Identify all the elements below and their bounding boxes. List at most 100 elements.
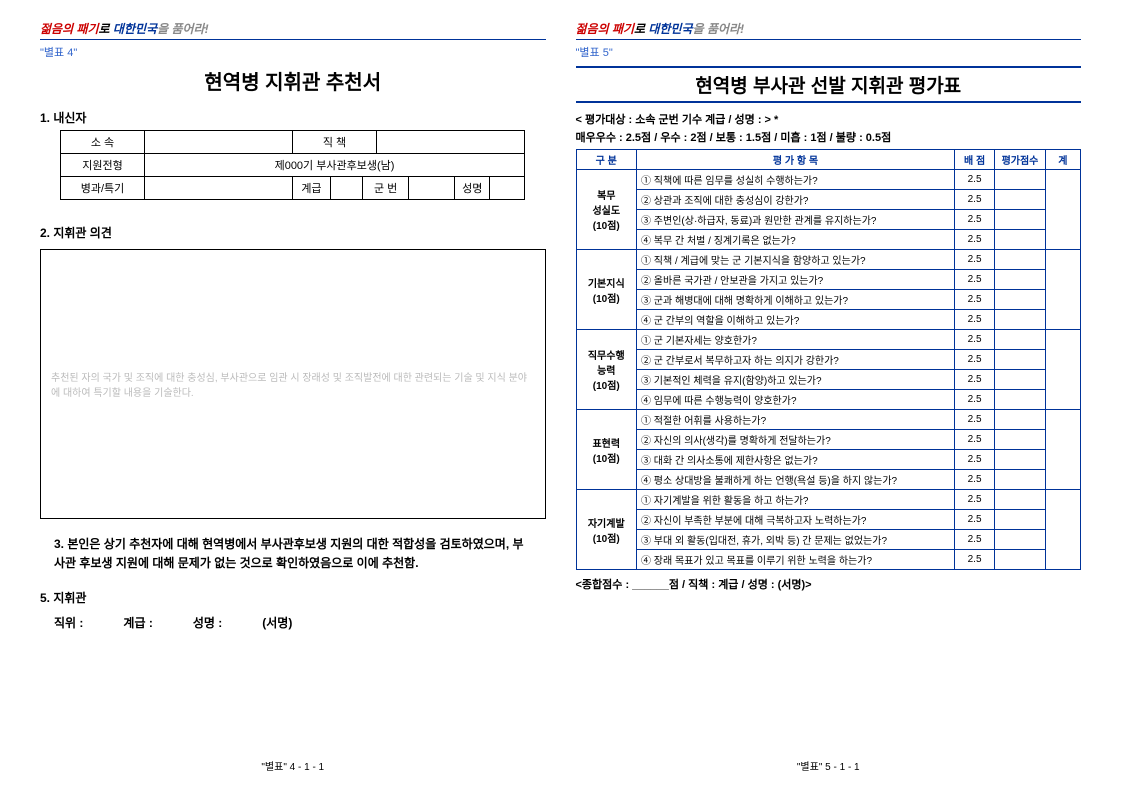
eval-max: 2.5: [954, 370, 994, 390]
cell-name-value[interactable]: [490, 177, 525, 199]
eval-score-input[interactable]: [995, 290, 1045, 310]
eval-max: 2.5: [954, 210, 994, 230]
cell-affil-label: 소 속: [61, 131, 145, 154]
eval-max: 2.5: [954, 550, 994, 570]
eval-item: ④ 복무 간 처벌 / 징계기록은 없는가?: [637, 230, 955, 250]
eval-item: ① 자기계발을 위한 활동을 하고 하는가?: [637, 490, 955, 510]
eval-score-input[interactable]: [995, 270, 1045, 290]
eval-item: ③ 대화 간 의사소통에 제한사항은 없는가?: [637, 450, 955, 470]
col-max: 배 점: [954, 150, 994, 170]
eval-item: ② 군 간부로서 복무하고자 하는 의지가 강한가?: [637, 350, 955, 370]
eval-max: 2.5: [954, 290, 994, 310]
eval-score-input[interactable]: [995, 230, 1045, 250]
eval-subtotal[interactable]: [1045, 410, 1080, 490]
eval-subtotal[interactable]: [1045, 490, 1080, 570]
eval-score-input[interactable]: [995, 210, 1045, 230]
slogan-gray: 을 품어라!: [157, 22, 209, 36]
page-title: 현역병 지휘관 추천서: [40, 66, 546, 95]
eval-item: ③ 군과 해병대에 대해 명확하게 이해하고 있는가?: [637, 290, 955, 310]
eval-score-input[interactable]: [995, 350, 1045, 370]
sig-rank: 계급 :: [123, 614, 152, 631]
eval-max: 2.5: [954, 490, 994, 510]
eval-max: 2.5: [954, 530, 994, 550]
eval-score-input[interactable]: [995, 450, 1045, 470]
cell-position-label: 직 책: [293, 131, 377, 154]
eval-max: 2.5: [954, 510, 994, 530]
cell-apptype-value: 제000기 부사관후보생(남): [144, 154, 525, 177]
slogan-blue: 대한민국: [113, 22, 157, 36]
applicant-table: 소 속 직 책 지원전형 제000기 부사관후보생(남) 병과/특기 계급 군 …: [60, 130, 525, 200]
eval-score-input[interactable]: [995, 490, 1045, 510]
col-sum: 계: [1045, 150, 1080, 170]
cell-position-value[interactable]: [376, 131, 525, 154]
cell-sn-value[interactable]: [409, 177, 455, 199]
eval-max: 2.5: [954, 170, 994, 190]
eval-max: 2.5: [954, 430, 994, 450]
category-cell: 직무수행능력(10점): [576, 330, 637, 410]
eval-item: ③ 부대 외 활동(입대전, 휴가, 외박 등) 간 문제는 없었는가?: [637, 530, 955, 550]
category-cell: 복무성실도(10점): [576, 170, 637, 250]
eval-score-input[interactable]: [995, 370, 1045, 390]
signature-row: 직위 : 계급 : 성명 : (서명): [54, 614, 532, 631]
eval-item: ③ 기본적인 체력을 유지(함양)하고 있는가?: [637, 370, 955, 390]
slogan-red: 젊음의 패기: [40, 22, 99, 36]
eval-score-input[interactable]: [995, 190, 1045, 210]
opinion-textarea[interactable]: 추천된 자의 국가 및 조직에 대한 충성심, 부사관으로 임관 시 장래성 및…: [40, 249, 546, 519]
annex-label: "별표 5": [576, 44, 1082, 60]
col-score: 평가점수: [995, 150, 1045, 170]
eval-item: ② 자신의 의사(생각)를 명확하게 전달하는가?: [637, 430, 955, 450]
eval-score-input[interactable]: [995, 410, 1045, 430]
eval-score-input[interactable]: [995, 530, 1045, 550]
slogan-gray: 을 품어라!: [693, 22, 745, 36]
eval-item: ② 상관과 조직에 대한 충성심이 강한가?: [637, 190, 955, 210]
cell-rank-value[interactable]: [330, 177, 362, 199]
eval-item: ④ 장래 목표가 있고 목표를 이루기 위한 노력을 하는가?: [637, 550, 955, 570]
eval-item: ④ 군 간부의 역할을 이해하고 있는가?: [637, 310, 955, 330]
eval-score-input[interactable]: [995, 310, 1045, 330]
eval-item: ① 직책 / 계급에 맞는 군 기본지식을 함양하고 있는가?: [637, 250, 955, 270]
eval-subtotal[interactable]: [1045, 330, 1080, 410]
eval-item: ③ 주변인(상·하급자, 동료)과 원만한 관계를 유지하는가?: [637, 210, 955, 230]
eval-score-input[interactable]: [995, 550, 1045, 570]
eval-target-row: < 평가대상 : 소속 군번 기수 계급 / 성명 : > *: [576, 111, 1082, 127]
slogan-red: 젊음의 패기: [576, 22, 635, 36]
slogan: 젊음의 패기로 대한민국을 품어라!: [40, 20, 546, 37]
eval-score-input[interactable]: [995, 470, 1045, 490]
sig-position: 직위 :: [54, 614, 83, 631]
rule: [40, 39, 546, 40]
eval-subtotal[interactable]: [1045, 170, 1080, 250]
eval-score-input[interactable]: [995, 250, 1045, 270]
scoring-legend: 매우우수 : 2.5점 / 우수 : 2점 / 보통 : 1.5점 / 미흡 :…: [576, 129, 1082, 145]
eval-max: 2.5: [954, 410, 994, 430]
cell-affil-value[interactable]: [144, 131, 292, 154]
cell-name-label: 성명: [455, 177, 490, 199]
eval-max: 2.5: [954, 390, 994, 410]
eval-table: 구 분 평 가 항 목 배 점 평가점수 계 복무성실도(10점)① 직책에 따…: [576, 149, 1082, 570]
eval-subtotal[interactable]: [1045, 250, 1080, 330]
eval-item: ① 직책에 따른 임무를 성실히 수행하는가?: [637, 170, 955, 190]
annex-label: "별표 4": [40, 44, 546, 60]
eval-score-input[interactable]: [995, 330, 1045, 350]
slogan: 젊음의 패기로 대한민국을 품어라!: [576, 20, 1082, 37]
eval-score-input[interactable]: [995, 430, 1045, 450]
page-footer: "별표" 4 - 1 - 1: [40, 748, 546, 773]
eval-max: 2.5: [954, 470, 994, 490]
eval-score-input[interactable]: [995, 170, 1045, 190]
col-item: 평 가 항 목: [637, 150, 955, 170]
eval-score-input[interactable]: [995, 510, 1045, 530]
sig-name: 성명 :: [193, 614, 222, 631]
category-cell: 표현력(10점): [576, 410, 637, 490]
eval-max: 2.5: [954, 270, 994, 290]
slogan-blue: 대한민국: [648, 22, 692, 36]
eval-score-input[interactable]: [995, 390, 1045, 410]
eval-item: ① 군 기본자세는 양호한가?: [637, 330, 955, 350]
eval-max: 2.5: [954, 250, 994, 270]
opinion-placeholder: 추천된 자의 국가 및 조직에 대한 충성심, 부사관으로 임관 시 장래성 및…: [51, 369, 535, 399]
eval-item: ② 자신이 부족한 부분에 대해 극복하고자 노력하는가?: [637, 510, 955, 530]
page-left: 젊음의 패기로 대한민국을 품어라! "별표 4" 현역병 지휘관 추천서 1.…: [40, 20, 546, 773]
cell-branch-value[interactable]: [144, 177, 292, 200]
cell-sn-label: 군 번: [363, 177, 409, 199]
page-footer: "별표" 5 - 1 - 1: [576, 748, 1082, 773]
eval-max: 2.5: [954, 230, 994, 250]
eval-max: 2.5: [954, 350, 994, 370]
